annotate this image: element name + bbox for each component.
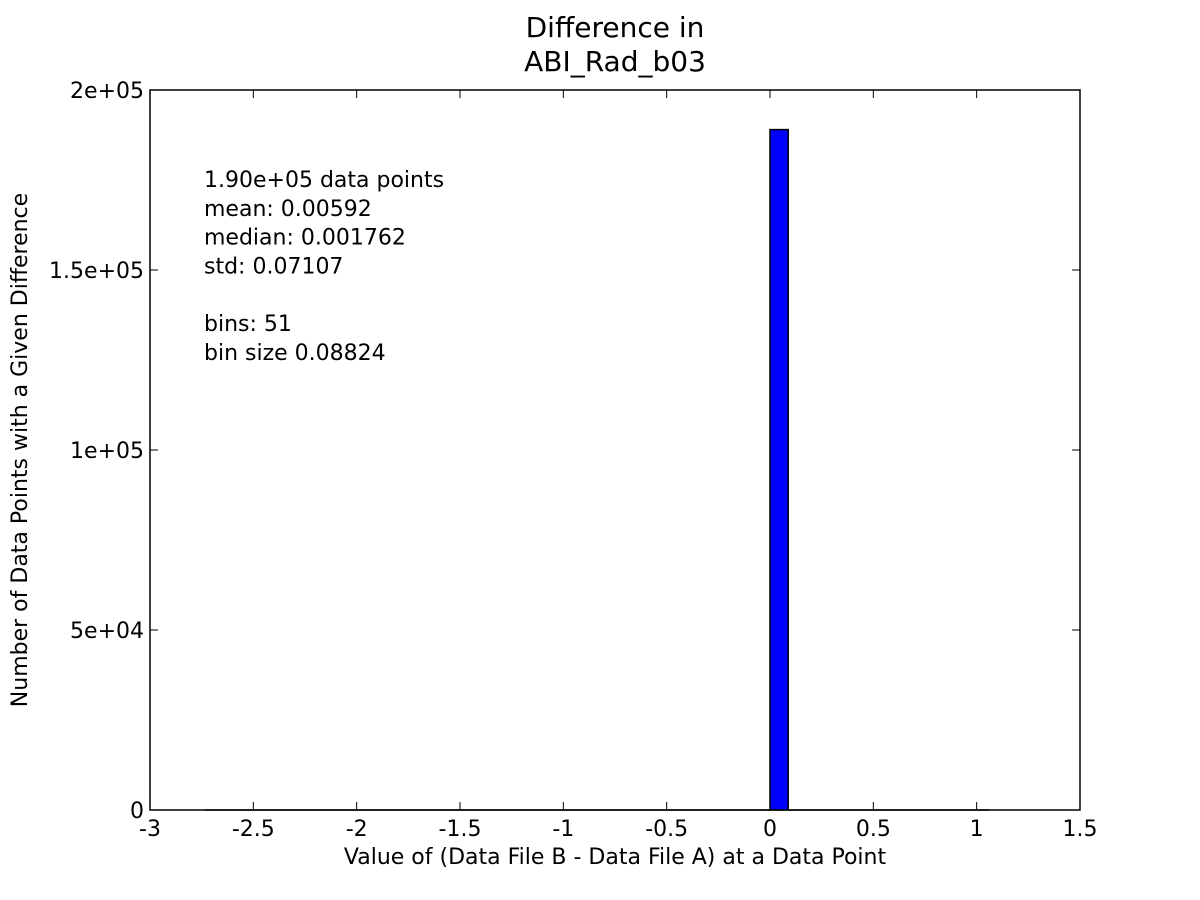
stats-line: 1.90e+05 data points — [204, 168, 444, 193]
y-tick-label: 1e+05 — [70, 439, 144, 464]
y-axis-label: Number of Data Points with a Given Diffe… — [8, 193, 33, 707]
x-axis-label: Value of (Data File B - Data File A) at … — [344, 845, 887, 870]
x-tick-label: 0 — [763, 817, 777, 842]
x-tick-label: -2.5 — [232, 817, 275, 842]
stats-line: median: 0.001762 — [204, 226, 406, 251]
stats-line: std: 0.07107 — [204, 254, 343, 279]
stats-line: mean: 0.00592 — [204, 197, 372, 222]
axis-ticks: -3 -2.5 -2 -1.5 -1 -0.5 0 0.5 1 1.5 0 5e+04 1e+05 1.5… — [49, 79, 1097, 842]
x-tick-label: 0.5 — [856, 817, 891, 842]
x-tick-label: -3 — [139, 817, 161, 842]
x-tick-label: -1 — [552, 817, 574, 842]
stats-line: bins: 51 — [204, 312, 292, 337]
x-tick-label: 1.5 — [1063, 817, 1098, 842]
chart-title-line: Difference in — [526, 11, 705, 44]
y-tick-label: 5e+04 — [70, 619, 144, 644]
y-tick-label: 1.5e+05 — [49, 259, 144, 284]
y-tick-label: 0 — [130, 799, 144, 824]
stats-annotation: 1.90e+05 data points mean: 0.00592 median:… — [204, 168, 444, 366]
x-tick-label: -1.5 — [439, 817, 482, 842]
chart-title-line: ABI_Rad_b03 — [524, 45, 706, 78]
x-tick-label: 1 — [970, 817, 984, 842]
x-tick-label: -2 — [346, 817, 368, 842]
stats-line: bin size 0.08824 — [204, 341, 386, 366]
histogram-bar — [769, 128, 789, 811]
y-tick-label: 2e+05 — [70, 79, 144, 104]
x-tick-label: -0.5 — [645, 817, 688, 842]
